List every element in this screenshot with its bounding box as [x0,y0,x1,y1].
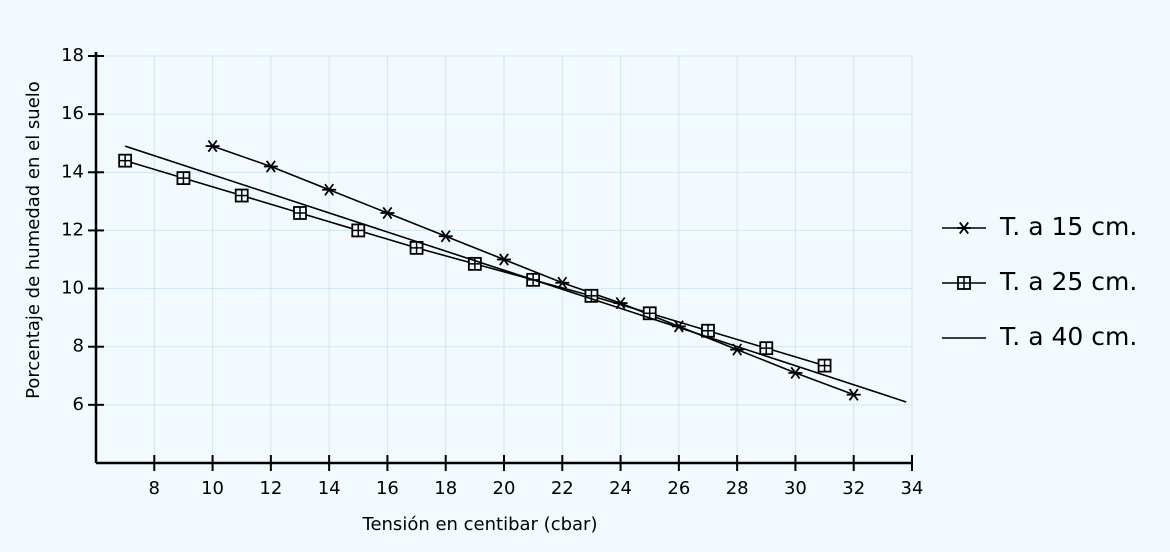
square-marker [817,358,832,373]
y-tick-label: 12 [61,219,84,240]
x-tick-label: 30 [784,478,807,499]
square-marker [176,171,191,186]
x-tick-label: 20 [493,478,516,499]
x-tick-label: 26 [667,478,690,499]
y-tick-label: 10 [61,278,84,299]
x-tick-label: 24 [609,478,632,499]
square-marker [759,341,774,356]
star-marker [788,366,803,380]
star-stroke [207,139,218,153]
y-axis-label: Porcentaje de humedad en el suelo [23,81,44,399]
x-tick-label: 10 [201,478,224,499]
legend-text: T. a 15 cm. [999,212,1137,241]
star-stroke [382,206,393,220]
star-marker [497,253,511,266]
x-tick-label: 34 [901,478,924,499]
square-marker [118,153,133,168]
y-tick-label: 14 [61,161,84,182]
star-stroke [790,366,801,380]
star-marker [438,230,453,243]
x-tick-label: 18 [434,478,457,499]
series-line [124,145,907,403]
star-stroke [440,230,451,243]
star-marker [322,183,337,196]
star-marker [846,388,861,401]
star-stroke [324,183,335,196]
y-tick-label: 16 [61,103,84,124]
square-marker [293,206,307,220]
y-tick-label: 18 [61,45,84,66]
star-stroke [732,343,743,356]
x-tick-label: 32 [842,478,865,499]
legend-text: T. a 40 cm. [999,322,1137,351]
square-marker [957,276,971,290]
x-tick-label: 14 [318,478,341,499]
star-stroke [959,221,969,235]
x-tick-label: 8 [149,478,160,499]
star-marker [263,160,278,173]
square-marker [584,288,599,303]
y-tick-label: 6 [73,394,84,415]
star-stroke [265,160,276,173]
y-tick-label: 8 [73,336,84,357]
x-tick-label: 12 [259,478,282,499]
x-tick-label: 22 [551,478,574,499]
star-marker [380,206,395,220]
square-marker [351,223,366,238]
x-tick-label: 28 [726,478,749,499]
star-stroke [848,388,859,401]
star-stroke [499,253,509,266]
square-marker [234,188,249,203]
square-marker [701,323,715,338]
legend-text: T. a 25 cm. [999,267,1137,296]
x-tick-label: 16 [376,478,399,499]
series-line [212,145,854,396]
x-axis-label: Tensión en centibar (cbar) [362,514,598,535]
star-marker [957,221,971,235]
star-marker [205,139,220,153]
